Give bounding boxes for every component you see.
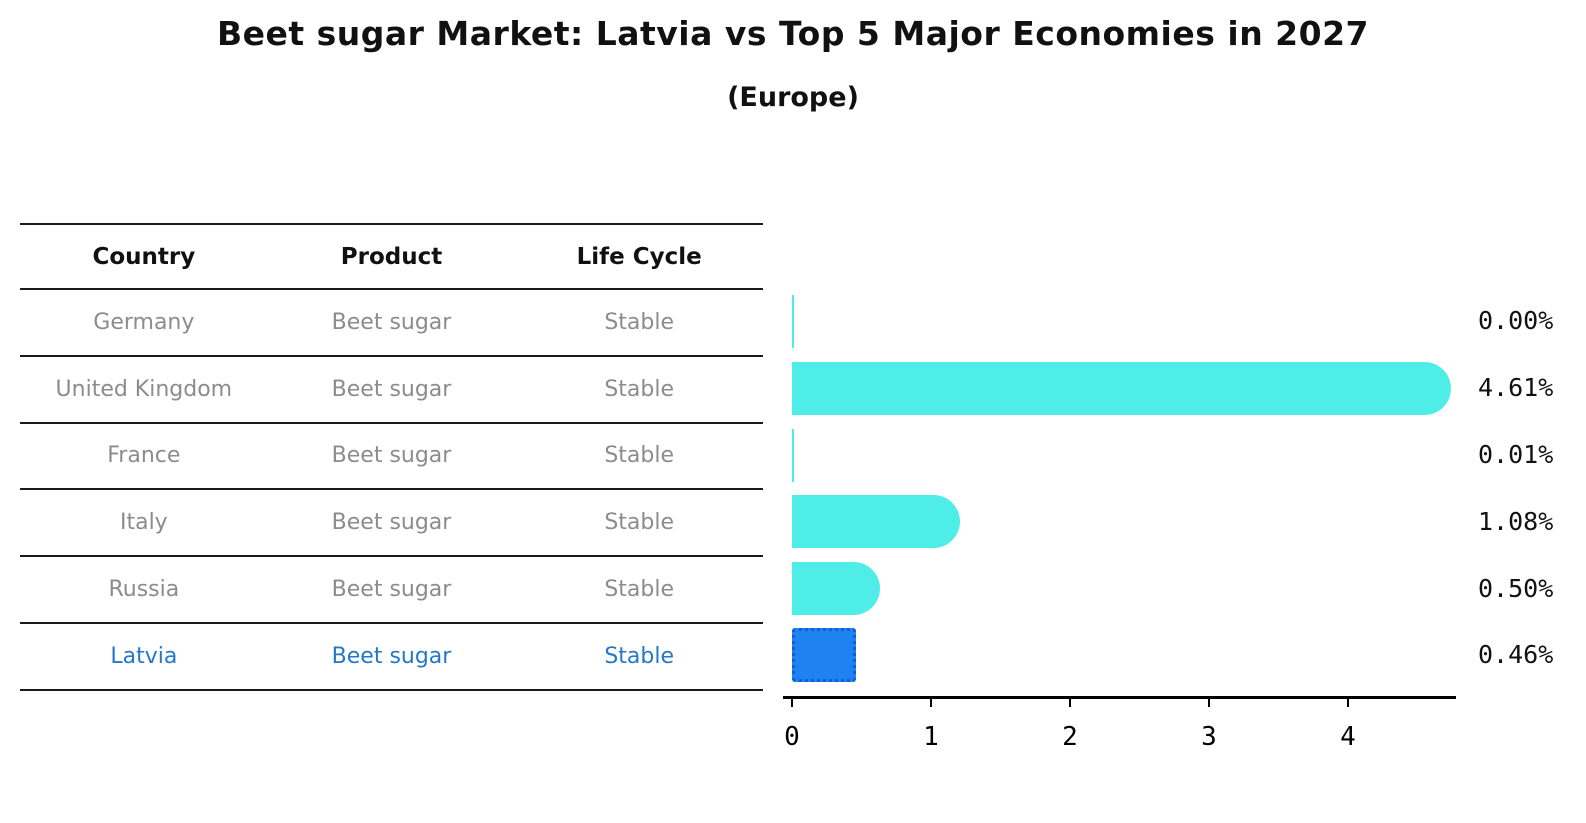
table-row: Russia Beet sugar Stable xyxy=(20,557,763,624)
value-label: 0.01% xyxy=(1478,440,1554,469)
bar-italy xyxy=(792,495,961,549)
value-label: 0.46% xyxy=(1478,640,1554,670)
table-header-country: Country xyxy=(92,243,196,270)
table-cell-life-cycle: Stable xyxy=(604,309,675,335)
table-cell-product: Beet sugar xyxy=(331,643,452,669)
table-cell-life-cycle: Stable xyxy=(604,376,675,402)
x-tick xyxy=(1208,698,1210,707)
table-header-life-cycle: Life Cycle xyxy=(576,243,702,270)
table-cell-life-cycle: Stable xyxy=(604,443,675,469)
table-row: United Kingdom Beet sugar Stable xyxy=(20,357,763,424)
table-cell-country: Italy xyxy=(119,510,168,536)
value-label: 4.61% xyxy=(1478,373,1554,403)
table-rows: Germany Beet sugar Stable United Kingdom Bee… xyxy=(20,290,763,691)
country-table: Country Product Life Cycle Germany Beet s… xyxy=(20,223,763,691)
x-tick-label: 0 xyxy=(784,722,800,752)
table-cell-product: Beet sugar xyxy=(331,309,452,335)
table-row: Latvia Beet sugar Stable xyxy=(20,624,763,691)
bar-france xyxy=(792,428,794,482)
table-cell-life-cycle: Stable xyxy=(604,510,675,536)
table-row: Italy Beet sugar Stable xyxy=(20,490,763,558)
bar-united-kingdom xyxy=(792,361,1451,415)
bar-latvia xyxy=(792,628,856,683)
x-tick-label: 3 xyxy=(1201,722,1217,752)
table-row: Germany Beet sugar Stable xyxy=(20,290,763,357)
value-label: 1.08% xyxy=(1478,506,1554,536)
table-cell-country: Russia xyxy=(108,577,180,603)
value-label: 0.50% xyxy=(1478,573,1554,603)
x-tick xyxy=(791,698,793,707)
table-header-row: Country Product Life Cycle xyxy=(20,225,763,290)
x-tick-label: 4 xyxy=(1340,722,1356,752)
x-tick-label: 2 xyxy=(1062,722,1078,752)
table-cell-life-cycle: Stable xyxy=(604,577,675,603)
table-cell-product: Beet sugar xyxy=(331,510,452,536)
table-cell-product: Beet sugar xyxy=(331,376,452,402)
value-label: 0.00% xyxy=(1478,306,1554,336)
x-axis-line xyxy=(783,696,1456,699)
table-cell-country: Latvia xyxy=(110,643,178,669)
bar-russia xyxy=(792,562,880,616)
chart-subtitle: (Europe) xyxy=(727,82,859,113)
table-row: France Beet sugar Stable xyxy=(20,424,763,491)
chart-title: Beet sugar Market: Latvia vs Top 5 Major… xyxy=(216,14,1370,53)
bar-germany xyxy=(792,294,794,348)
table-cell-life-cycle: Stable xyxy=(604,643,675,669)
table-cell-country: Germany xyxy=(93,309,195,335)
x-tick xyxy=(1069,698,1071,707)
table-cell-country: United Kingdom xyxy=(55,376,233,402)
x-tick xyxy=(1347,698,1349,707)
table-cell-product: Beet sugar xyxy=(331,577,452,603)
x-tick xyxy=(930,698,932,707)
table-header-product: Product xyxy=(340,243,443,270)
table-cell-product: Beet sugar xyxy=(331,443,452,469)
table-cell-country: France xyxy=(107,443,181,469)
x-tick-label: 1 xyxy=(923,722,939,752)
